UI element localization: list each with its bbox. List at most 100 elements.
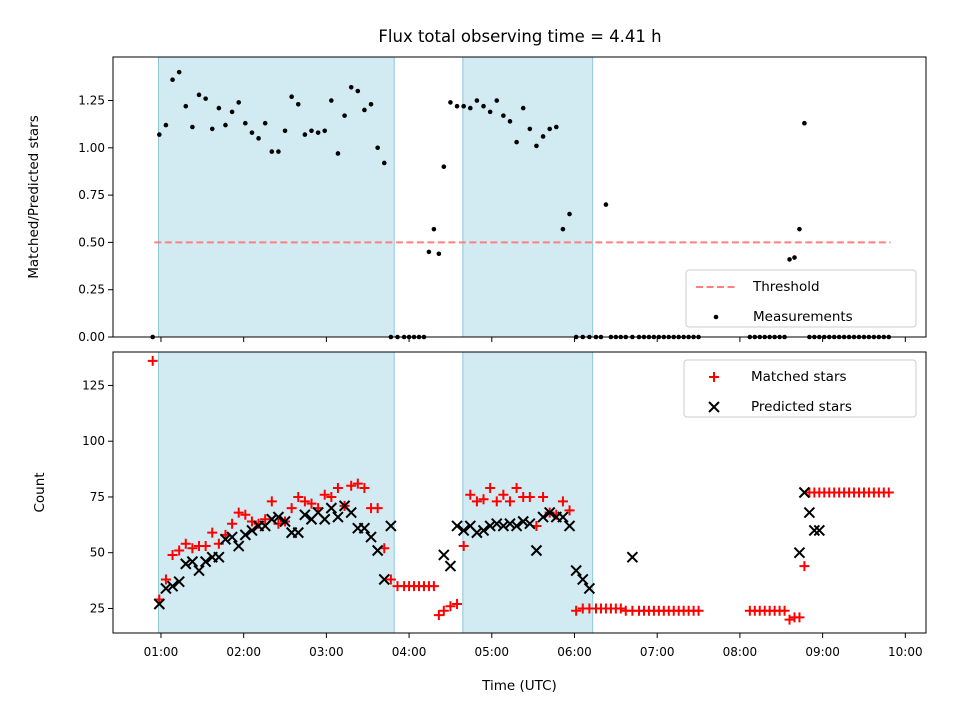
axes-frame xyxy=(112,56,927,338)
legend-measurement-swatch xyxy=(713,314,719,320)
measurement-point xyxy=(176,69,182,75)
y-axis-label: Matched/Predicted stars xyxy=(26,115,42,278)
matched-star-point xyxy=(240,509,251,520)
measurement-point xyxy=(792,255,797,260)
matched-star-point xyxy=(332,483,343,494)
measurement-point xyxy=(170,77,175,83)
predicted-star-point xyxy=(345,506,357,519)
measurement-point xyxy=(249,130,255,135)
measurement-point xyxy=(527,126,533,132)
matched-star-point xyxy=(326,491,337,502)
legend-predicted-swatch xyxy=(708,401,720,413)
matched-star-point xyxy=(485,483,496,494)
measurement-point xyxy=(487,109,493,115)
top-panel: 0.00 0.25 0.50 0.75 1.00 1.25 Matched/Predicte… xyxy=(26,56,927,344)
x-tick-label: 09:00 xyxy=(805,645,840,659)
matched-star-point xyxy=(293,491,304,502)
measurement-point xyxy=(474,98,480,103)
predicted-star-point xyxy=(233,540,245,552)
matched-star-point xyxy=(299,496,310,507)
predicted-star-point xyxy=(626,551,639,563)
x-tick-label: 04:00 xyxy=(392,645,427,659)
measurement-point xyxy=(554,124,559,130)
predicted-star-point xyxy=(385,520,397,532)
predicted-star-point xyxy=(378,573,390,586)
measurement-point xyxy=(481,103,486,109)
measurement-point xyxy=(787,257,792,262)
matched-star-point xyxy=(266,496,277,507)
matched-star-point xyxy=(478,494,489,505)
measurement-point xyxy=(368,101,374,107)
predicted-star-point xyxy=(299,509,311,521)
matched-star-point xyxy=(784,614,795,625)
predicted-star-point xyxy=(530,544,543,557)
measurement-point xyxy=(375,145,380,151)
x-tick-label: 05:00 xyxy=(474,645,509,659)
predicted-star-point xyxy=(160,582,172,595)
matched-star-point xyxy=(227,518,238,529)
measurement-point xyxy=(547,126,552,132)
matched-star-point xyxy=(167,549,178,560)
measurement-point xyxy=(243,120,248,126)
measurement-point xyxy=(163,122,169,128)
measurement-point xyxy=(514,139,519,145)
bottom-panel: 25 50 75 100 125 01:00 02:00 03:00 04:00 05:00 06:… xyxy=(32,351,927,694)
predicted-star-point xyxy=(793,547,806,559)
predicted-star-point xyxy=(319,513,331,525)
predicted-star-point xyxy=(477,524,490,537)
matched-star-point xyxy=(428,581,439,592)
x-tick-label: 06:00 xyxy=(557,645,592,659)
x-tick-label: 02:00 xyxy=(226,645,261,659)
observing-window-shade xyxy=(158,352,395,633)
predicted-star-point xyxy=(497,520,510,532)
measurement-point xyxy=(494,98,500,103)
predicted-star-point xyxy=(517,515,529,528)
y-tick-label: 0.75 xyxy=(78,188,105,202)
measurement-point xyxy=(431,226,437,232)
measurement-point xyxy=(329,98,334,103)
predicted-star-point xyxy=(153,598,166,610)
x-tick-label: 10:00 xyxy=(888,645,923,659)
matched-star-point xyxy=(433,610,444,621)
predicted-star-point xyxy=(798,486,811,499)
predicted-star-point xyxy=(557,511,569,523)
matched-star-point xyxy=(438,605,449,616)
predicted-star-point xyxy=(570,564,582,577)
predicted-star-point xyxy=(173,575,185,588)
measurement-point xyxy=(196,92,202,98)
measurement-point xyxy=(448,100,453,105)
measurement-point xyxy=(507,119,513,124)
measurement-point xyxy=(467,105,473,111)
matched-star-point xyxy=(187,543,198,554)
measurement-point xyxy=(355,88,361,94)
matched-star-point xyxy=(359,483,370,494)
predicted-star-point xyxy=(563,520,576,532)
predicted-star-point xyxy=(803,506,816,519)
measurement-point xyxy=(236,100,242,105)
predicted-star-point xyxy=(457,524,470,537)
predicted-star-point xyxy=(166,580,179,592)
measurement-point xyxy=(289,94,294,100)
predicted-star-point xyxy=(272,511,285,523)
measurement-point xyxy=(441,164,447,170)
measurement-point xyxy=(157,132,162,137)
measurement-point xyxy=(269,149,275,154)
matched-star-point xyxy=(200,541,211,552)
measurement-point xyxy=(282,128,288,134)
matched-star-point xyxy=(538,491,549,502)
predicted-star-point xyxy=(438,549,450,561)
matched-star-point xyxy=(504,496,515,507)
measurement-point xyxy=(797,226,802,232)
x-tick-label: 07:00 xyxy=(640,645,675,659)
y-tick-label: 1.00 xyxy=(78,141,105,155)
predicted-star-point xyxy=(371,544,384,557)
matched-star-point xyxy=(511,483,522,494)
measurement-point xyxy=(454,103,460,109)
matched-star-point xyxy=(557,496,568,507)
measurement-point xyxy=(190,124,195,130)
matched-star-point xyxy=(147,355,158,366)
predicted-star-point xyxy=(239,529,252,541)
matched-star-point xyxy=(180,538,191,549)
predicted-star-point xyxy=(583,582,596,595)
predicted-star-point xyxy=(543,506,556,519)
